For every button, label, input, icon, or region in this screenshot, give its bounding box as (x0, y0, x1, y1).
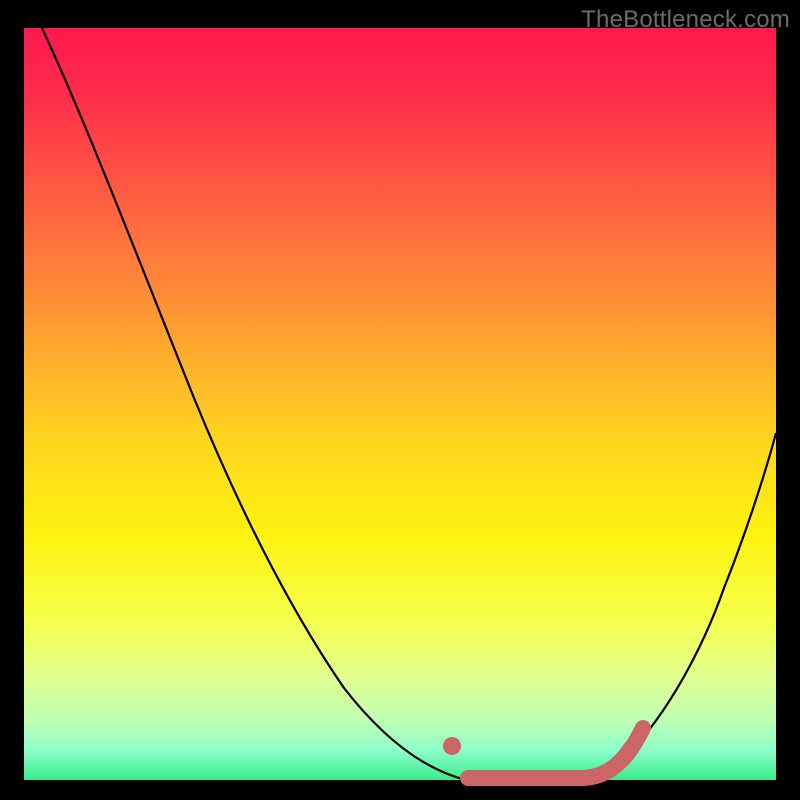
flat-region-left-dot (443, 737, 461, 755)
flat-region-segment (468, 748, 631, 778)
curve-svg (24, 28, 776, 780)
bottleneck-curve (42, 28, 776, 780)
plot-area (24, 28, 776, 780)
chart-canvas: TheBottleneck.com (0, 0, 800, 800)
flat-region-right-tail (622, 728, 643, 760)
